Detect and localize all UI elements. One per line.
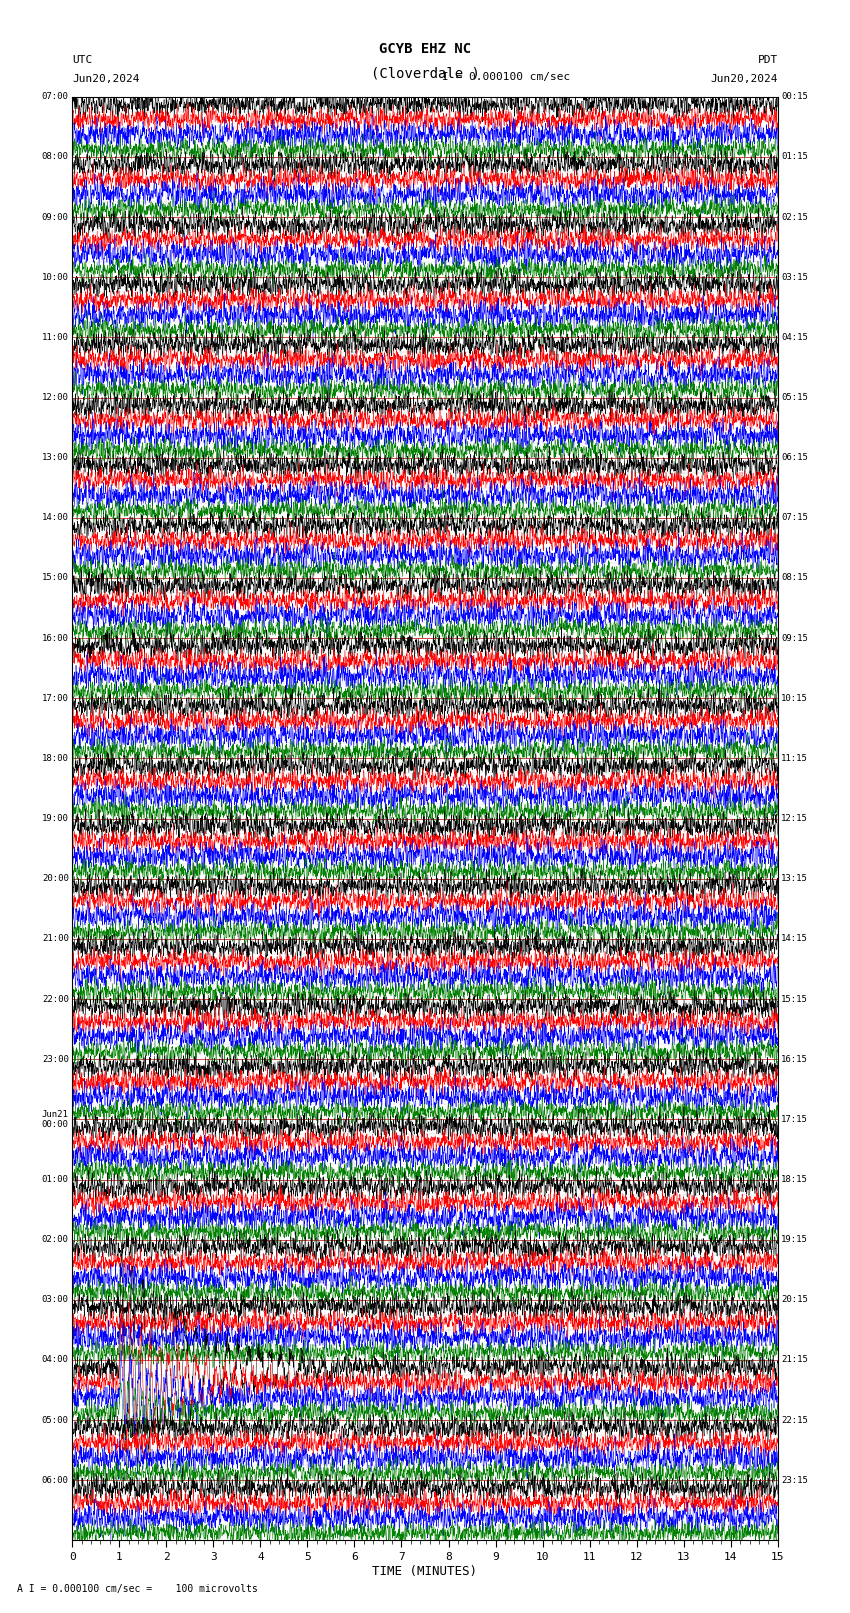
Text: 20:00: 20:00 — [42, 874, 69, 884]
Text: 11:00: 11:00 — [42, 332, 69, 342]
Text: 07:00: 07:00 — [42, 92, 69, 102]
X-axis label: TIME (MINUTES): TIME (MINUTES) — [372, 1565, 478, 1578]
Text: 20:15: 20:15 — [781, 1295, 808, 1305]
Text: 04:15: 04:15 — [781, 332, 808, 342]
Text: 03:15: 03:15 — [781, 273, 808, 282]
Text: I = 0.000100 cm/sec: I = 0.000100 cm/sec — [442, 73, 570, 82]
Text: UTC: UTC — [72, 55, 93, 65]
Text: 21:15: 21:15 — [781, 1355, 808, 1365]
Text: 14:00: 14:00 — [42, 513, 69, 523]
Text: 21:00: 21:00 — [42, 934, 69, 944]
Text: 03:00: 03:00 — [42, 1295, 69, 1305]
Text: 23:00: 23:00 — [42, 1055, 69, 1063]
Text: 01:15: 01:15 — [781, 153, 808, 161]
Text: 11:15: 11:15 — [781, 753, 808, 763]
Text: 15:00: 15:00 — [42, 574, 69, 582]
Text: (Cloverdale ): (Cloverdale ) — [371, 66, 479, 81]
Text: 18:00: 18:00 — [42, 753, 69, 763]
Text: 18:15: 18:15 — [781, 1174, 808, 1184]
Text: PDT: PDT — [757, 55, 778, 65]
Text: 10:15: 10:15 — [781, 694, 808, 703]
Text: 23:15: 23:15 — [781, 1476, 808, 1484]
Text: 12:15: 12:15 — [781, 815, 808, 823]
Text: 08:00: 08:00 — [42, 153, 69, 161]
Text: 04:00: 04:00 — [42, 1355, 69, 1365]
Text: 22:00: 22:00 — [42, 995, 69, 1003]
Text: 19:15: 19:15 — [781, 1236, 808, 1244]
Text: 06:15: 06:15 — [781, 453, 808, 463]
Text: 14:15: 14:15 — [781, 934, 808, 944]
Text: 17:15: 17:15 — [781, 1115, 808, 1124]
Text: Jun20,2024: Jun20,2024 — [72, 74, 139, 84]
Text: 00:15: 00:15 — [781, 92, 808, 102]
Text: A I = 0.000100 cm/sec =    100 microvolts: A I = 0.000100 cm/sec = 100 microvolts — [17, 1584, 258, 1594]
Text: GCYB EHZ NC: GCYB EHZ NC — [379, 42, 471, 56]
Text: 07:15: 07:15 — [781, 513, 808, 523]
Text: 06:00: 06:00 — [42, 1476, 69, 1484]
Text: 17:00: 17:00 — [42, 694, 69, 703]
Text: 01:00: 01:00 — [42, 1174, 69, 1184]
Text: Jun21
00:00: Jun21 00:00 — [42, 1110, 69, 1129]
Text: Jun20,2024: Jun20,2024 — [711, 74, 778, 84]
Text: 05:15: 05:15 — [781, 394, 808, 402]
Text: 16:00: 16:00 — [42, 634, 69, 642]
Text: 08:15: 08:15 — [781, 574, 808, 582]
Text: 12:00: 12:00 — [42, 394, 69, 402]
Text: 19:00: 19:00 — [42, 815, 69, 823]
Text: 05:00: 05:00 — [42, 1416, 69, 1424]
Text: 10:00: 10:00 — [42, 273, 69, 282]
Text: 02:15: 02:15 — [781, 213, 808, 221]
Text: 09:15: 09:15 — [781, 634, 808, 642]
Text: 16:15: 16:15 — [781, 1055, 808, 1063]
Text: 02:00: 02:00 — [42, 1236, 69, 1244]
Text: 22:15: 22:15 — [781, 1416, 808, 1424]
Text: 13:00: 13:00 — [42, 453, 69, 463]
Text: 13:15: 13:15 — [781, 874, 808, 884]
Text: 15:15: 15:15 — [781, 995, 808, 1003]
Text: 09:00: 09:00 — [42, 213, 69, 221]
